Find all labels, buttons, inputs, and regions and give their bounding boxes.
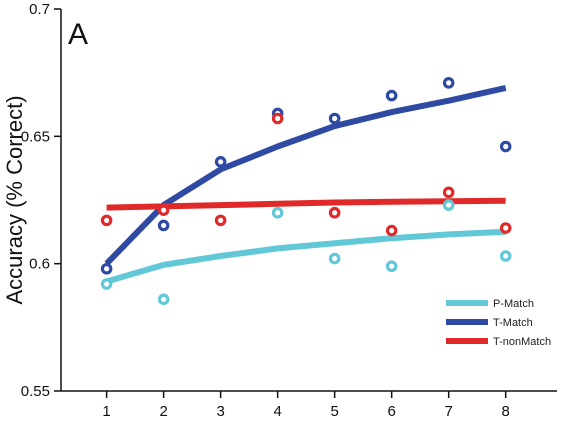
y-axis-label: Accuracy (% Correct) (2, 95, 27, 304)
data-point-t-nonmatch (442, 186, 455, 199)
data-point-t-nonmatch (385, 224, 398, 237)
data-point-t-match (100, 262, 113, 275)
data-point-p-match (442, 199, 455, 211)
y-tick-label: 0.65 (21, 128, 50, 145)
data-point-t-match (442, 77, 455, 89)
axes (60, 9, 557, 392)
x-tick-label: 2 (159, 403, 167, 420)
fit-line-p-match (105, 228, 506, 285)
data-point-t-match (157, 219, 170, 232)
data-point-t-match (499, 140, 512, 153)
data-point-p-match (271, 206, 284, 219)
x-tick-label: 6 (387, 403, 395, 420)
data-point-t-nonmatch (499, 222, 512, 234)
x-tick-label: 7 (445, 403, 453, 420)
data-point-p-match (328, 252, 341, 265)
legend: P-Match T-Match T-nonMatch (446, 298, 551, 348)
data-point-p-match (499, 250, 512, 262)
data-point-t-nonmatch (328, 206, 341, 219)
y-tick-label: 0.6 (29, 256, 50, 273)
data-point-t-nonmatch (100, 214, 113, 227)
data-point-p-match (385, 260, 398, 273)
x-ticks: 1 2 3 4 5 6 7 8 (102, 391, 510, 420)
x-tick-label: 5 (330, 403, 338, 420)
data-point-t-nonmatch (157, 204, 170, 216)
legend-label: T-nonMatch (493, 336, 551, 348)
fit-line-t-nonmatch (106, 197, 506, 211)
data-point-t-nonmatch (214, 214, 227, 227)
data-point-t-nonmatch (271, 112, 284, 125)
legend-label: P-Match (493, 298, 534, 310)
data-point-p-match (100, 278, 113, 290)
legend-label: T-Match (493, 317, 533, 329)
y-tick-label: 0.7 (29, 1, 50, 18)
fit-line-t-match (104, 84, 507, 266)
x-tick-label: 8 (502, 403, 510, 420)
fit-lines (104, 84, 507, 285)
x-tick-label: 4 (273, 403, 281, 420)
panel-letter: A (68, 18, 88, 51)
data-points (100, 77, 512, 306)
x-tick-label: 1 (102, 403, 110, 420)
x-tick-label: 3 (216, 403, 224, 420)
y-tick-label: 0.55 (21, 383, 50, 400)
data-point-t-match (214, 156, 227, 168)
data-point-t-match (385, 89, 398, 102)
y-ticks: 0.55 0.6 0.65 0.7 (21, 1, 61, 400)
data-point-t-match (328, 112, 341, 125)
data-point-p-match (157, 293, 170, 306)
